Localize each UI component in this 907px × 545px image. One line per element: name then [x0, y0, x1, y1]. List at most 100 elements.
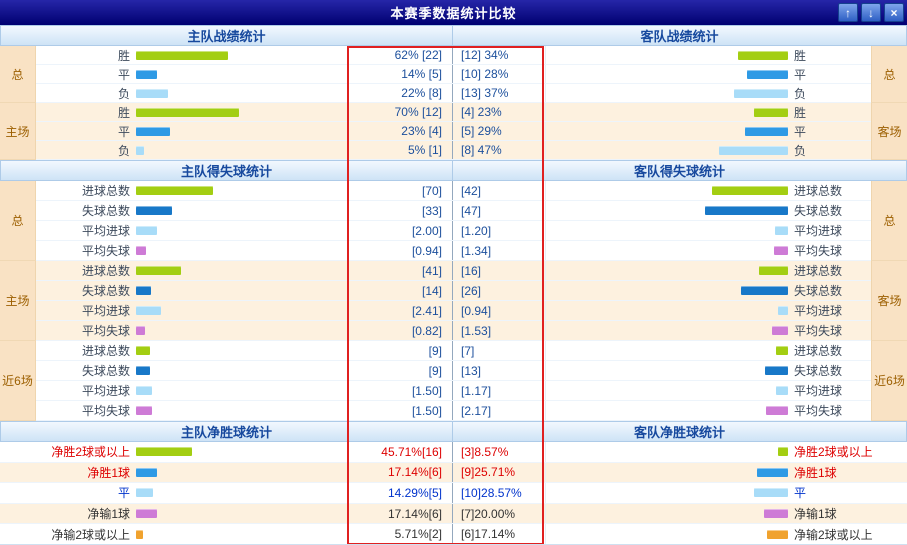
stat-row: 负 22% [8] [13] 37% 负	[36, 84, 871, 103]
group-rows: 净胜2球或以上 45.71%[16] [3]8.57% 净胜2球或以上 净胜1球 17.1…	[0, 442, 907, 544]
value-right: [8] 47%	[452, 141, 545, 159]
value-right: [0.94]	[452, 301, 545, 320]
darkblue-stat-bar	[136, 206, 172, 215]
row-label-left: 平	[117, 67, 130, 82]
value-right: [9]25.71%	[452, 462, 545, 483]
stats-body: 主队战绩统计 客队战绩统计总胜 62% [22] [12] 34% 胜平 14% [5][…	[0, 25, 907, 544]
row-label-left: 平均失球	[81, 404, 130, 418]
stat-row: 进球总数 [9] [7] 进球总数	[36, 341, 871, 361]
lightblue-stat-bar	[136, 386, 152, 395]
darkblue-stat-bar	[705, 206, 788, 215]
bar-left-zone	[135, 84, 347, 102]
stat-row: 净输2球或以上 5.71%[2] [6]17.14% 净输2球或以上	[0, 524, 907, 544]
stat-row: 平均进球 [2.41] [0.94] 平均进球	[36, 301, 871, 321]
bar-left-zone	[135, 341, 347, 360]
bar-left-zone	[135, 65, 347, 83]
bar-left-zone	[135, 361, 347, 380]
bar-left-zone	[135, 483, 347, 503]
section-header-left: 主队战绩统计	[0, 25, 452, 46]
darkblue-stat-bar	[741, 286, 788, 295]
bar-left-zone	[135, 381, 347, 400]
bar-right-zone	[545, 401, 790, 420]
bar-right-zone	[545, 65, 790, 83]
lightblue-stat-bar	[136, 145, 144, 155]
blue-stat-bar	[136, 467, 157, 477]
blue-stat-bar	[136, 69, 157, 79]
row-label-left: 负	[117, 143, 130, 158]
green-stat-bar	[136, 346, 150, 355]
row-label-left: 胜	[117, 48, 130, 63]
group-rows: 胜 70% [12] [4] 23% 胜平 23% [4] [5] 29% 平负 5% [1]…	[36, 103, 871, 160]
row-label-right: 进球总数	[794, 264, 843, 278]
category-left: 主场	[0, 261, 36, 341]
value-left: 14% [5]	[347, 65, 452, 83]
bar-right-zone	[545, 341, 790, 360]
row-label-right: 平	[794, 67, 807, 82]
row-label-right: 平	[794, 124, 807, 139]
row-label-right: 胜	[794, 48, 807, 63]
green-stat-bar	[738, 50, 788, 60]
stat-group: 主场 进球总数 [41] [16] 进球总数 失球总数 [14] [26] 失球总数 平均进球 [2…	[0, 261, 907, 341]
close-icon[interactable]: ×	[884, 3, 904, 22]
value-left: [1.50]	[347, 381, 452, 400]
blue-stat-bar	[757, 467, 788, 477]
stat-row: 胜 62% [22] [12] 34% 胜	[36, 46, 871, 65]
value-left: 45.71%[16]	[347, 442, 452, 462]
bar-right-zone	[545, 241, 790, 260]
value-right: [13] 37%	[452, 84, 545, 102]
value-left: [33]	[347, 201, 452, 220]
row-label-right: 负	[794, 143, 807, 158]
value-right: [1.20]	[452, 221, 545, 240]
bar-right-zone	[545, 524, 790, 544]
value-right: [42]	[452, 181, 545, 200]
purple-stat-bar	[772, 326, 788, 335]
value-left: [2.00]	[347, 221, 452, 240]
value-left: [70]	[347, 181, 452, 200]
row-label-left: 进球总数	[81, 344, 130, 358]
bar-right-zone	[545, 301, 790, 320]
stat-row: 胜 70% [12] [4] 23% 胜	[36, 103, 871, 122]
bar-right-zone	[545, 201, 790, 220]
value-right: [12] 34%	[452, 46, 545, 64]
bar-left-zone	[135, 181, 347, 200]
section-header: 主队得失球统计 客队得失球统计	[0, 160, 907, 181]
green-stat-bar	[136, 266, 181, 275]
group-rows: 进球总数 [41] [16] 进球总数 失球总数 [14] [26] 失球总数 平均进球 [2.4…	[36, 261, 871, 341]
row-label-right: 胜	[794, 105, 807, 120]
down-icon[interactable]: ↓	[861, 3, 881, 22]
bar-right-zone	[545, 281, 790, 300]
group-rows: 进球总数 [9] [7] 进球总数 失球总数 [9] [13] 失球总数 平均进球 [1.50][…	[36, 341, 871, 421]
value-right: [10] 28%	[452, 65, 545, 83]
section-1: 主队战绩统计 客队战绩统计总胜 62% [22] [12] 34% 胜平 14% [5][…	[0, 25, 907, 160]
green-stat-bar	[712, 186, 788, 195]
value-right: [26]	[452, 281, 545, 300]
category-right: 总	[871, 181, 907, 261]
row-label-right: 平	[794, 486, 807, 501]
category-left: 总	[0, 181, 36, 261]
darkblue-stat-bar	[136, 366, 150, 375]
value-left: [0.94]	[347, 241, 452, 260]
bar-right-zone	[545, 462, 790, 483]
row-label-left: 净输2球或以上	[51, 527, 130, 542]
row-label-right: 净胜2球或以上	[794, 445, 873, 460]
stat-row: 失球总数 [14] [26] 失球总数	[36, 281, 871, 301]
stat-group: 净胜2球或以上 45.71%[16] [3]8.57% 净胜2球或以上 净胜1球 17.1…	[0, 442, 907, 544]
section-header-right: 客队净胜球统计	[452, 421, 907, 442]
value-left: 14.29%[5]	[347, 483, 452, 503]
section-header-left: 主队净胜球统计	[0, 421, 452, 442]
stat-row: 负 5% [1] [8] 47% 负	[36, 141, 871, 160]
category-left: 近6场	[0, 341, 36, 421]
value-left: 17.14%[6]	[347, 503, 452, 524]
stat-row: 平均失球 [0.94] [1.34] 平均失球	[36, 241, 871, 261]
stat-row: 平均失球 [1.50] [2.17] 平均失球	[36, 401, 871, 421]
up-icon[interactable]: ↑	[838, 3, 858, 22]
green-stat-bar	[778, 447, 788, 457]
stat-row: 净输1球 17.14%[6] [7]20.00% 净输1球	[0, 503, 907, 525]
row-label-left: 失球总数	[81, 364, 130, 378]
bar-right-zone	[545, 103, 790, 121]
bar-left-zone	[135, 201, 347, 220]
bar-right-zone	[545, 181, 790, 200]
category-right: 近6场	[871, 341, 907, 421]
bar-left-zone	[135, 46, 347, 64]
